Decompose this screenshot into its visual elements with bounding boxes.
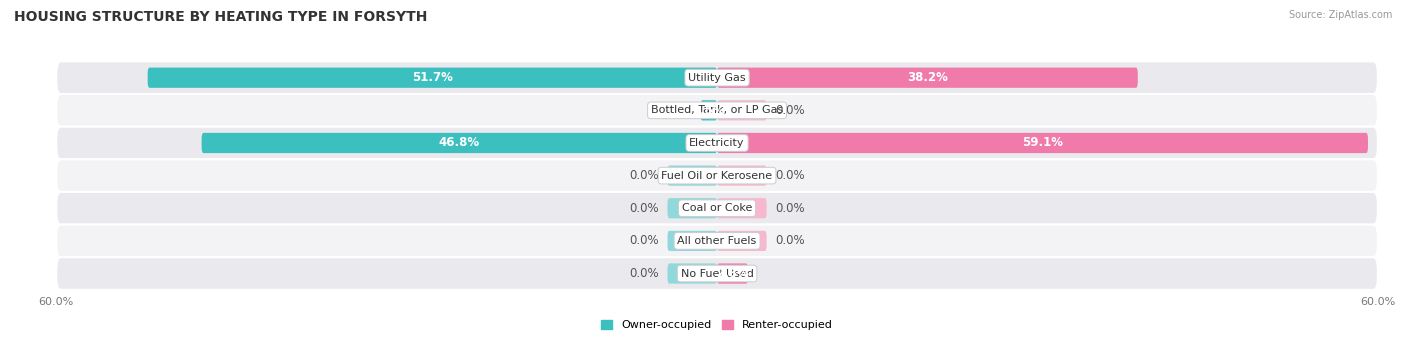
- FancyBboxPatch shape: [717, 198, 766, 218]
- Text: Fuel Oil or Kerosene: Fuel Oil or Kerosene: [661, 170, 773, 181]
- FancyBboxPatch shape: [717, 68, 1137, 88]
- Text: 59.1%: 59.1%: [1022, 136, 1063, 149]
- Text: 51.7%: 51.7%: [412, 71, 453, 84]
- Text: Utility Gas: Utility Gas: [689, 73, 745, 83]
- FancyBboxPatch shape: [56, 225, 1378, 257]
- Text: 38.2%: 38.2%: [907, 71, 948, 84]
- Text: 46.8%: 46.8%: [439, 136, 479, 149]
- Text: Source: ZipAtlas.com: Source: ZipAtlas.com: [1288, 10, 1392, 20]
- Text: 0.0%: 0.0%: [776, 104, 806, 117]
- Text: Coal or Coke: Coal or Coke: [682, 203, 752, 213]
- Text: 0.0%: 0.0%: [628, 169, 658, 182]
- FancyBboxPatch shape: [717, 165, 766, 186]
- FancyBboxPatch shape: [668, 165, 717, 186]
- Text: Electricity: Electricity: [689, 138, 745, 148]
- Text: 2.8%: 2.8%: [716, 267, 749, 280]
- Text: 0.0%: 0.0%: [628, 234, 658, 247]
- Legend: Owner-occupied, Renter-occupied: Owner-occupied, Renter-occupied: [596, 315, 838, 335]
- Text: All other Fuels: All other Fuels: [678, 236, 756, 246]
- FancyBboxPatch shape: [717, 133, 1368, 153]
- FancyBboxPatch shape: [56, 127, 1378, 159]
- FancyBboxPatch shape: [56, 61, 1378, 94]
- Text: No Fuel Used: No Fuel Used: [681, 268, 754, 279]
- Text: 0.0%: 0.0%: [776, 234, 806, 247]
- FancyBboxPatch shape: [56, 257, 1378, 290]
- FancyBboxPatch shape: [700, 100, 717, 120]
- FancyBboxPatch shape: [717, 263, 748, 284]
- FancyBboxPatch shape: [148, 68, 717, 88]
- FancyBboxPatch shape: [201, 133, 717, 153]
- FancyBboxPatch shape: [56, 159, 1378, 192]
- Text: 0.0%: 0.0%: [776, 169, 806, 182]
- Text: Bottled, Tank, or LP Gas: Bottled, Tank, or LP Gas: [651, 105, 783, 115]
- FancyBboxPatch shape: [668, 231, 717, 251]
- Text: 0.0%: 0.0%: [628, 202, 658, 215]
- FancyBboxPatch shape: [56, 94, 1378, 127]
- FancyBboxPatch shape: [668, 263, 717, 284]
- Text: 1.5%: 1.5%: [692, 104, 725, 117]
- FancyBboxPatch shape: [717, 231, 766, 251]
- Text: 0.0%: 0.0%: [628, 267, 658, 280]
- FancyBboxPatch shape: [668, 198, 717, 218]
- Text: 0.0%: 0.0%: [776, 202, 806, 215]
- Text: HOUSING STRUCTURE BY HEATING TYPE IN FORSYTH: HOUSING STRUCTURE BY HEATING TYPE IN FOR…: [14, 10, 427, 24]
- FancyBboxPatch shape: [717, 100, 766, 120]
- FancyBboxPatch shape: [56, 192, 1378, 225]
